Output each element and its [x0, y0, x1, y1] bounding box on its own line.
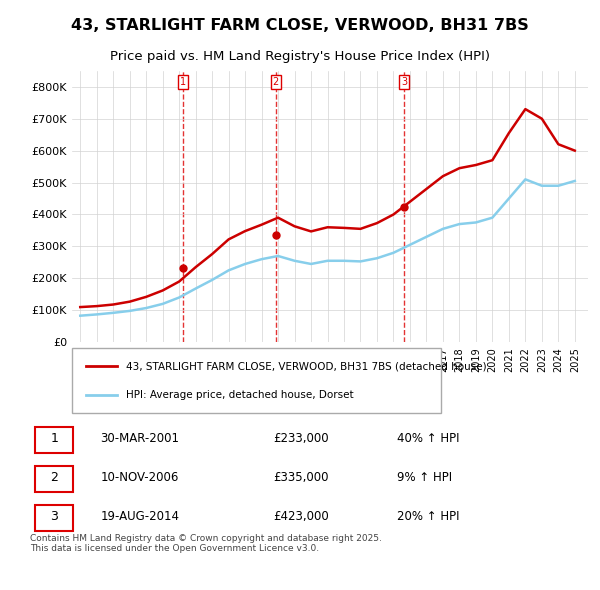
Text: 9% ↑ HPI: 9% ↑ HPI	[397, 471, 452, 484]
Text: 43, STARLIGHT FARM CLOSE, VERWOOD, BH31 7BS (detached house): 43, STARLIGHT FARM CLOSE, VERWOOD, BH31 …	[126, 361, 487, 371]
Text: 1: 1	[180, 77, 187, 87]
FancyBboxPatch shape	[35, 505, 73, 531]
Text: £423,000: £423,000	[273, 510, 329, 523]
Text: Price paid vs. HM Land Registry's House Price Index (HPI): Price paid vs. HM Land Registry's House …	[110, 50, 490, 63]
Text: 43, STARLIGHT FARM CLOSE, VERWOOD, BH31 7BS: 43, STARLIGHT FARM CLOSE, VERWOOD, BH31 …	[71, 18, 529, 32]
Text: 3: 3	[50, 510, 58, 523]
FancyBboxPatch shape	[72, 348, 441, 413]
Text: Contains HM Land Registry data © Crown copyright and database right 2025.
This d: Contains HM Land Registry data © Crown c…	[30, 534, 382, 553]
FancyBboxPatch shape	[35, 427, 73, 453]
Text: £335,000: £335,000	[273, 471, 329, 484]
Text: £233,000: £233,000	[273, 432, 329, 445]
Text: 2: 2	[272, 77, 279, 87]
Text: 3: 3	[401, 77, 407, 87]
Text: 19-AUG-2014: 19-AUG-2014	[100, 510, 179, 523]
FancyBboxPatch shape	[35, 466, 73, 492]
Text: 40% ↑ HPI: 40% ↑ HPI	[397, 432, 460, 445]
Text: HPI: Average price, detached house, Dorset: HPI: Average price, detached house, Dors…	[126, 390, 353, 400]
Text: 20% ↑ HPI: 20% ↑ HPI	[397, 510, 460, 523]
Text: 2: 2	[50, 471, 58, 484]
Text: 1: 1	[50, 432, 58, 445]
Text: 30-MAR-2001: 30-MAR-2001	[100, 432, 179, 445]
Text: 10-NOV-2006: 10-NOV-2006	[100, 471, 179, 484]
